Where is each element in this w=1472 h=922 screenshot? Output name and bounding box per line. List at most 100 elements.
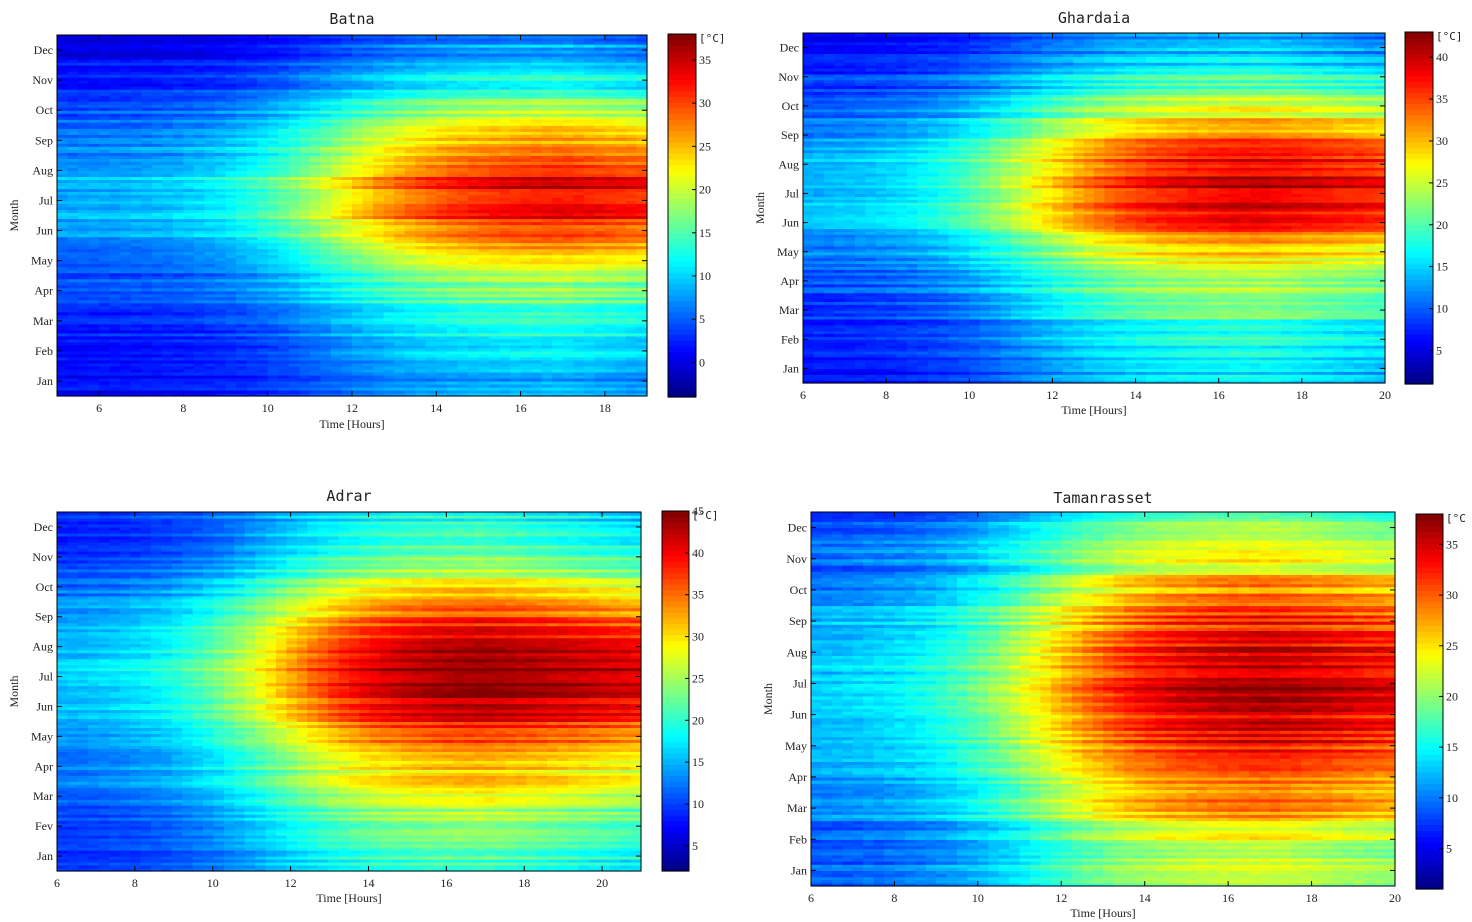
- heat-cell: [330, 305, 343, 310]
- heat-cell: [446, 377, 458, 382]
- heat-cell: [88, 326, 100, 331]
- heat-cell: [67, 374, 79, 379]
- heat-cell: [583, 284, 595, 289]
- heat-cell: [383, 371, 395, 376]
- heat-cell: [57, 347, 69, 352]
- heat-cell: [278, 329, 290, 334]
- heat-cell: [204, 374, 216, 379]
- heat-cell: [267, 317, 279, 322]
- heat-cell: [362, 284, 374, 289]
- heat-cell: [394, 359, 406, 364]
- heat-cell: [330, 278, 343, 283]
- heat-cell: [288, 353, 300, 358]
- heat-cell: [615, 341, 627, 346]
- heat-cell: [88, 281, 100, 286]
- heat-cell: [436, 380, 448, 385]
- heat-cell: [594, 317, 606, 322]
- heat-cell: [436, 368, 448, 373]
- heat-cell: [246, 356, 258, 361]
- heat-cell: [151, 305, 163, 310]
- heat-cell: [320, 278, 332, 283]
- heat-cell: [288, 278, 300, 283]
- heat-cell: [309, 380, 321, 385]
- heat-cell: [531, 329, 543, 334]
- heat-cell: [562, 329, 574, 334]
- heat-cell: [120, 377, 132, 382]
- heat-cell: [394, 314, 406, 319]
- heat-cell: [583, 317, 595, 322]
- heat-cell: [362, 296, 374, 301]
- heat-cell: [615, 290, 627, 295]
- heat-cell: [425, 383, 437, 388]
- heat-cell: [499, 347, 511, 352]
- heat-cell: [130, 284, 142, 289]
- heat-cell: [130, 383, 142, 388]
- heat-cell: [541, 296, 553, 301]
- heat-cell: [120, 275, 132, 280]
- heat-cell: [510, 371, 522, 376]
- heat-cell: [457, 383, 469, 388]
- heat-cell: [257, 371, 269, 376]
- heat-cell: [78, 362, 90, 367]
- heat-cell: [246, 380, 258, 385]
- heat-cell: [583, 323, 595, 328]
- heat-cell: [162, 347, 174, 352]
- heat-cell: [172, 368, 185, 373]
- heat-cell: [183, 299, 195, 304]
- heat-cell: [625, 353, 638, 358]
- heat-cell: [341, 362, 353, 367]
- heat-cell: [552, 326, 564, 331]
- heat-cell: [352, 377, 364, 382]
- heat-cell: [257, 281, 269, 286]
- heat-cell: [78, 275, 90, 280]
- heat-cell: [520, 386, 532, 391]
- heat-cell: [520, 383, 532, 388]
- heat-cell: [531, 293, 543, 298]
- heat-cell: [457, 314, 469, 319]
- heat-cell: [352, 320, 364, 325]
- heat-cell: [172, 299, 185, 304]
- heat-cell: [446, 278, 458, 283]
- heat-cell: [278, 311, 290, 316]
- heat-cell: [151, 293, 163, 298]
- heat-cell: [225, 356, 237, 361]
- heat-cell: [394, 350, 406, 355]
- heat-cell: [436, 320, 448, 325]
- heat-cell: [330, 368, 343, 373]
- heat-cell: [615, 332, 627, 337]
- heat-cell: [141, 353, 153, 358]
- heat-cell: [99, 299, 111, 304]
- heat-cell: [541, 320, 553, 325]
- heat-cell: [583, 308, 595, 313]
- heat-cell: [267, 386, 279, 391]
- heat-cell: [478, 323, 490, 328]
- heat-cell: [246, 383, 258, 388]
- heat-cell: [236, 386, 248, 391]
- heat-cell: [594, 356, 606, 361]
- heat-cell: [457, 341, 469, 346]
- heat-cell: [236, 338, 248, 343]
- heat-cell: [625, 317, 638, 322]
- heat-cell: [278, 278, 290, 283]
- heat-cell: [330, 383, 343, 388]
- heat-cell: [299, 389, 311, 394]
- heat-cell: [215, 308, 227, 313]
- heat-cell: [573, 323, 585, 328]
- heat-cell: [352, 308, 364, 313]
- heat-cell: [573, 368, 585, 373]
- heat-cell: [172, 353, 185, 358]
- heat-cell: [215, 332, 227, 337]
- heat-cell: [362, 392, 374, 397]
- heat-cell: [467, 341, 480, 346]
- heat-cell: [436, 326, 448, 331]
- heat-cell: [172, 320, 185, 325]
- heat-cell: [636, 365, 648, 370]
- heat-cell: [404, 380, 416, 385]
- heat-cell: [594, 374, 606, 379]
- heat-cell: [383, 326, 395, 331]
- heat-cell: [109, 299, 121, 304]
- heat-cell: [309, 344, 321, 349]
- heat-cell: [457, 305, 469, 310]
- heat-cell: [225, 302, 237, 307]
- heat-cell: [552, 377, 564, 382]
